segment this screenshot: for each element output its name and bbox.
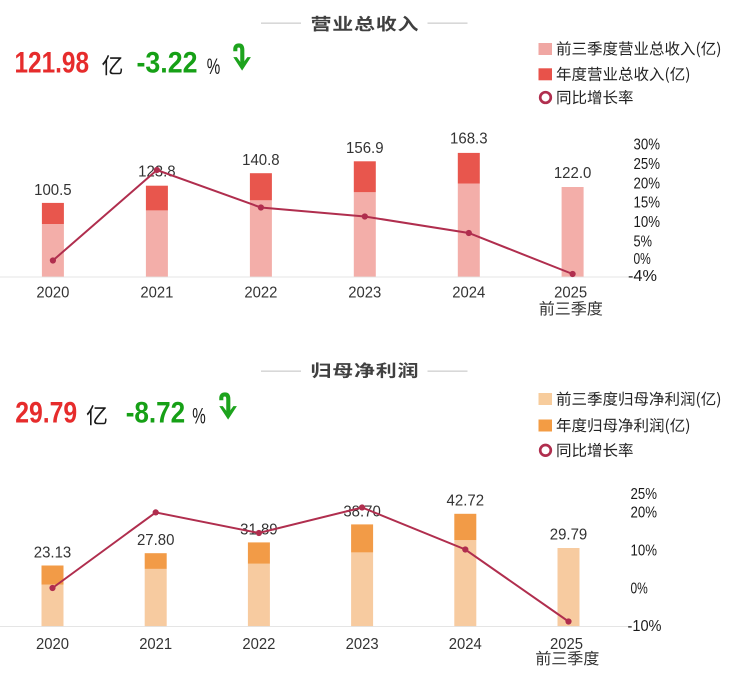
svg-text:%: % bbox=[207, 54, 221, 79]
svg-text:38.70: 38.70 bbox=[343, 503, 381, 520]
svg-text:10%: 10% bbox=[634, 214, 661, 231]
svg-text:2021: 2021 bbox=[140, 284, 173, 301]
svg-text:2020: 2020 bbox=[36, 636, 69, 653]
svg-text:20%: 20% bbox=[631, 504, 658, 521]
svg-text:%: % bbox=[192, 404, 206, 429]
svg-text:2024: 2024 bbox=[449, 636, 482, 653]
svg-text:2022: 2022 bbox=[242, 636, 275, 653]
svg-text:2023: 2023 bbox=[346, 636, 379, 653]
svg-text:140.8: 140.8 bbox=[242, 152, 280, 169]
svg-text:29.79: 29.79 bbox=[15, 397, 77, 430]
svg-text:122.0: 122.0 bbox=[554, 165, 592, 182]
svg-text:168.3: 168.3 bbox=[450, 130, 488, 147]
svg-text:42.72: 42.72 bbox=[447, 493, 485, 510]
svg-text:15%: 15% bbox=[634, 195, 661, 212]
svg-text:2025: 2025 bbox=[554, 284, 587, 301]
svg-text:-8.72: -8.72 bbox=[126, 397, 186, 430]
svg-text:31.89: 31.89 bbox=[240, 521, 278, 538]
svg-text:25%: 25% bbox=[634, 156, 661, 173]
svg-text:2024: 2024 bbox=[452, 284, 485, 301]
svg-text:25%: 25% bbox=[631, 486, 658, 503]
svg-text:0%: 0% bbox=[634, 251, 651, 268]
svg-text:23.13: 23.13 bbox=[34, 544, 72, 561]
svg-text:2021: 2021 bbox=[139, 636, 172, 653]
svg-text:100.5: 100.5 bbox=[34, 182, 72, 199]
svg-text:2022: 2022 bbox=[244, 284, 277, 301]
svg-text:-4%: -4% bbox=[628, 268, 657, 285]
svg-text:27.80: 27.80 bbox=[137, 532, 175, 549]
svg-text:121.98: 121.98 bbox=[15, 47, 90, 80]
svg-text:0%: 0% bbox=[631, 581, 648, 598]
svg-text:20%: 20% bbox=[634, 175, 661, 192]
svg-text:30%: 30% bbox=[634, 136, 661, 153]
svg-text:2023: 2023 bbox=[348, 284, 381, 301]
svg-text:5%: 5% bbox=[634, 234, 653, 251]
svg-text:29.79: 29.79 bbox=[550, 526, 588, 543]
svg-text:2025: 2025 bbox=[550, 636, 583, 653]
svg-text:2020: 2020 bbox=[36, 284, 69, 301]
svg-text:10%: 10% bbox=[631, 542, 658, 559]
svg-text:156.9: 156.9 bbox=[346, 140, 384, 157]
svg-text:-10%: -10% bbox=[628, 618, 662, 635]
svg-text:-3.22: -3.22 bbox=[137, 47, 198, 80]
